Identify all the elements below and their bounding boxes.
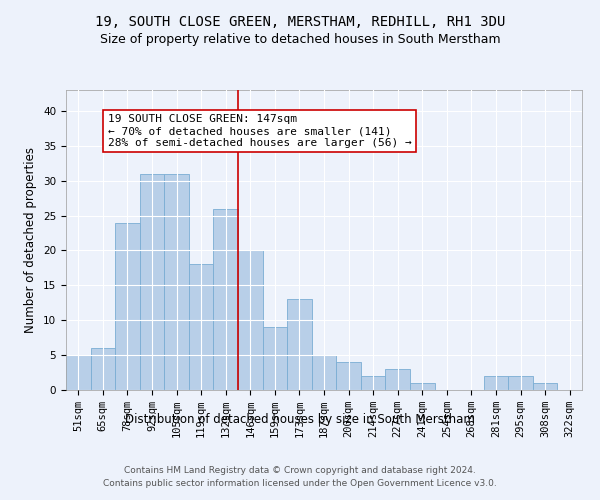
- Bar: [385, 369, 410, 390]
- Bar: [508, 376, 533, 390]
- Bar: [484, 376, 508, 390]
- Bar: [238, 250, 263, 390]
- Text: Size of property relative to detached houses in South Merstham: Size of property relative to detached ho…: [100, 32, 500, 46]
- Bar: [410, 383, 434, 390]
- Bar: [312, 355, 336, 390]
- Bar: [189, 264, 214, 390]
- Bar: [66, 355, 91, 390]
- Bar: [533, 383, 557, 390]
- Text: 19 SOUTH CLOSE GREEN: 147sqm
← 70% of detached houses are smaller (141)
28% of s: 19 SOUTH CLOSE GREEN: 147sqm ← 70% of de…: [108, 114, 412, 148]
- Bar: [361, 376, 385, 390]
- Bar: [164, 174, 189, 390]
- Text: 19, SOUTH CLOSE GREEN, MERSTHAM, REDHILL, RH1 3DU: 19, SOUTH CLOSE GREEN, MERSTHAM, REDHILL…: [95, 15, 505, 29]
- Bar: [140, 174, 164, 390]
- Bar: [214, 208, 238, 390]
- Text: Contains HM Land Registry data © Crown copyright and database right 2024.
Contai: Contains HM Land Registry data © Crown c…: [103, 466, 497, 487]
- Bar: [287, 300, 312, 390]
- Bar: [115, 222, 140, 390]
- Text: Distribution of detached houses by size in South Merstham: Distribution of detached houses by size …: [125, 412, 475, 426]
- Bar: [263, 327, 287, 390]
- Bar: [91, 348, 115, 390]
- Bar: [336, 362, 361, 390]
- Y-axis label: Number of detached properties: Number of detached properties: [25, 147, 37, 333]
